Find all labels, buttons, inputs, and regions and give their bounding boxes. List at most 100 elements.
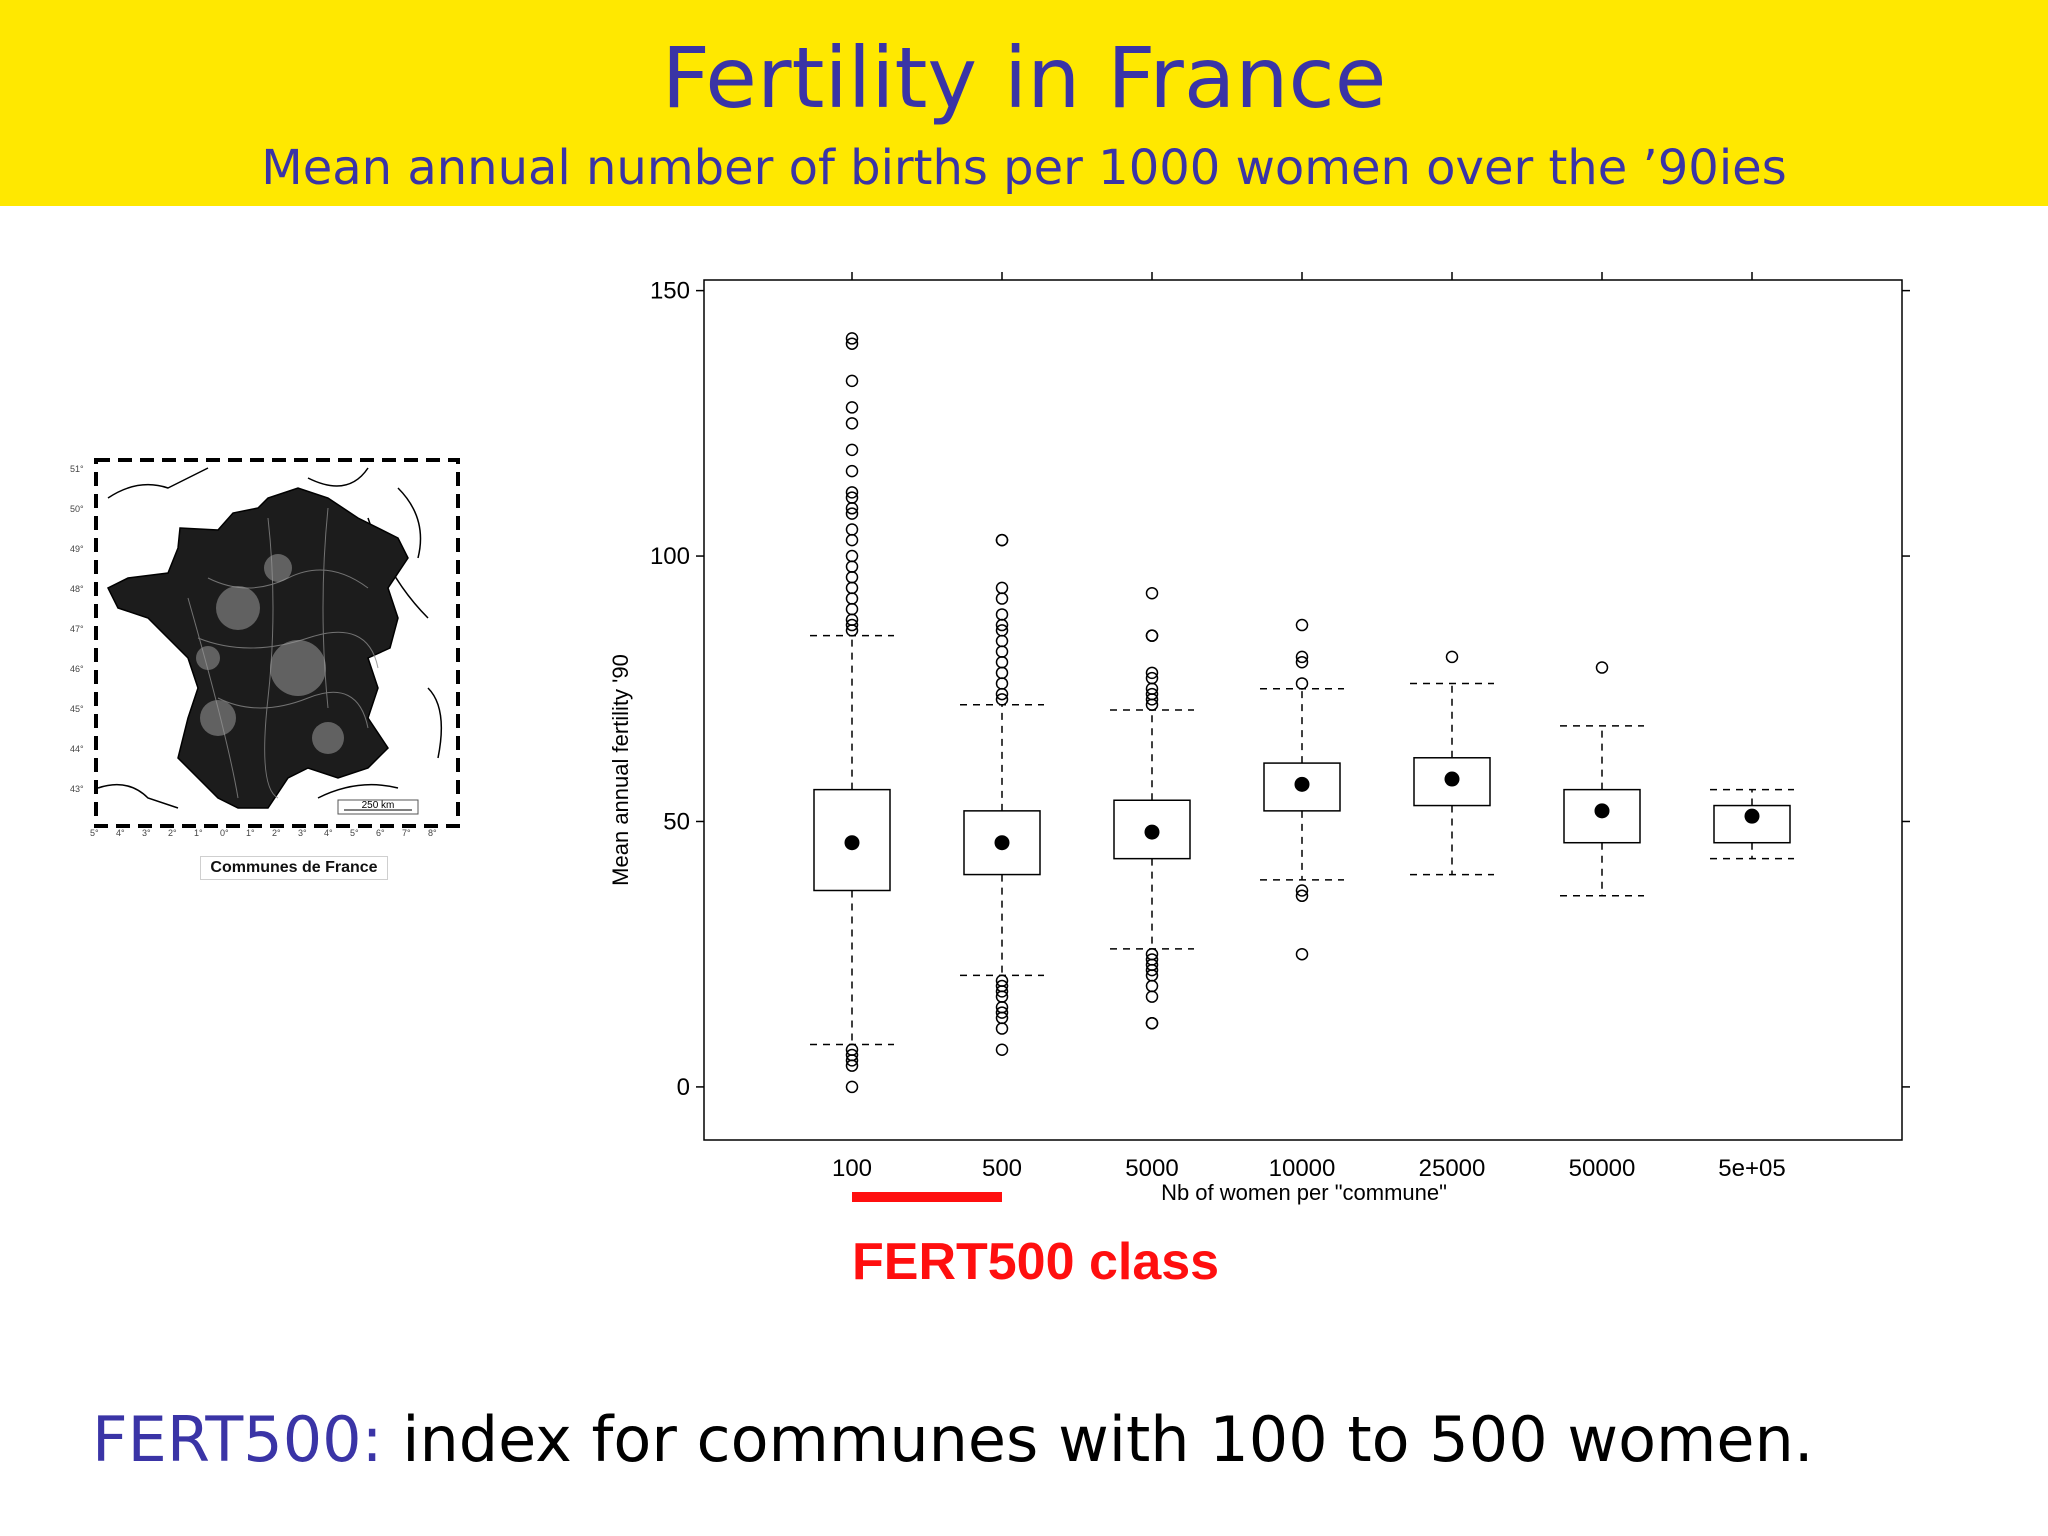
outlier-point [995,634,1009,648]
map-lat-label: 48° [70,584,84,594]
outlier-point [845,443,859,457]
median-dot [1294,776,1310,792]
map-caption: Communes de France [200,856,388,880]
outlier-point [1295,884,1309,897]
outlier-point [845,523,859,536]
outlier-point [995,645,1009,658]
map-lat-label: 49° [70,544,84,554]
map-lon-label: 3° [142,828,151,838]
median-dot [994,835,1010,851]
box-25000 [1410,650,1494,876]
outlier-point [845,502,859,515]
map-lat-label: 47° [70,624,84,634]
box-50000 [1560,661,1644,897]
map-lon-label: 4° [116,828,125,838]
y-tick-label: 0 [677,1074,690,1101]
x-tick-label: 5000 [1125,1155,1178,1182]
median-dot [1144,824,1160,840]
fert500-class-label: FERT500 class [852,1233,1220,1291]
outlier-point [845,1054,859,1067]
outlier-point [845,401,859,414]
footer-text: index for communes with 100 to 500 women… [382,1403,1814,1476]
outlier-point [1295,650,1309,664]
outlier-point [995,655,1009,669]
plot-frame [703,279,1903,1141]
map-lon-label: 1° [246,828,255,838]
box-5e+05 [1710,788,1794,860]
map-lat-label: 44° [70,744,84,754]
map-lon-label: 6° [376,828,385,838]
x-tick-label: 100 [832,1155,872,1182]
france-map-image: 250 km 51° 50° 49° 48° 47° 46° 45° 44° 43° 5° 4° 3… [70,458,460,838]
outlier-point [995,608,1009,621]
outlier-point [1145,1016,1159,1030]
map-lon-label: 3° [298,828,307,838]
outlier-point [995,592,1009,605]
map-lon-label: 5° [90,828,99,838]
map-lon-label: 7° [402,828,411,838]
outlier-point [845,581,859,595]
outlier-point [845,332,859,345]
slide-title: Fertility in France [661,29,1387,127]
map-lon-label: 2° [272,828,281,838]
outlier-point [845,624,859,637]
outlier-point [995,677,1009,690]
outlier-point [1445,650,1459,664]
outlier-point [845,464,859,478]
outlier-point [845,374,859,388]
outlier-point [845,1080,859,1094]
map-lat-label: 46° [70,664,84,674]
outlier-point [1145,693,1159,706]
map-lat-label: 50° [70,504,84,514]
map-lon-label: 1° [194,828,203,838]
outlier-point [995,985,1009,998]
x-axis-label: Nb of women per "commune" [1161,1180,1447,1205]
outlier-point [1145,666,1159,680]
outlier-point [845,549,859,563]
outlier-point [995,666,1009,680]
fert500-highlight-bar [852,1192,1002,1202]
outlier-point [995,581,1009,595]
x-tick-label: 10000 [1269,1155,1336,1182]
slide-subtitle: Mean annual number of births per 1000 wo… [261,140,1787,196]
median-dot [1594,803,1610,819]
outlier-point [1145,586,1159,600]
outlier-point [995,1006,1009,1019]
outlier-point [845,533,859,547]
fertility-boxplot: 0 50 100 150 100 500 5000 10000 25000 50000 5e+05… [608,272,1910,1205]
x-tick-label: 500 [982,1155,1022,1182]
outlier-point [1295,677,1309,690]
outlier-point [845,417,859,430]
outlier-point [1145,979,1159,993]
x-tick-label: 50000 [1569,1155,1636,1182]
y-tick-label: 150 [650,278,690,305]
iqr-box [1563,788,1641,844]
y-axis-label: Mean annual fertility '90 [608,654,633,886]
box-10000 [1260,618,1344,961]
outlier-point [1595,661,1609,674]
outlier-point [845,337,859,350]
box-100 [810,332,894,1094]
map-scale-label: 250 km [362,800,395,811]
box-500 [960,533,1044,1057]
outlier-point [995,693,1009,706]
outlier-point [1295,889,1309,903]
x-tick-label: 5e+05 [1718,1155,1785,1182]
outlier-point [995,1043,1009,1057]
map-lon-label: 2° [168,828,177,838]
outlier-point [1145,990,1159,1003]
map-lon-label: 0° [220,828,229,838]
map-lat-label: 51° [70,464,84,474]
map-lon-label: 5° [350,828,359,838]
outlier-point [845,486,859,499]
outlier-point [845,592,859,605]
outlier-point [995,687,1009,701]
footer-definition: FERT500: index for communes with 100 to … [92,1400,1814,1480]
outlier-point [845,507,859,520]
outlier-point [995,533,1009,547]
x-tick-label: 25000 [1419,1155,1486,1182]
outlier-point [845,1059,859,1072]
outlier-point [845,602,859,616]
outlier-point [1145,629,1159,642]
outlier-point [1295,618,1309,632]
